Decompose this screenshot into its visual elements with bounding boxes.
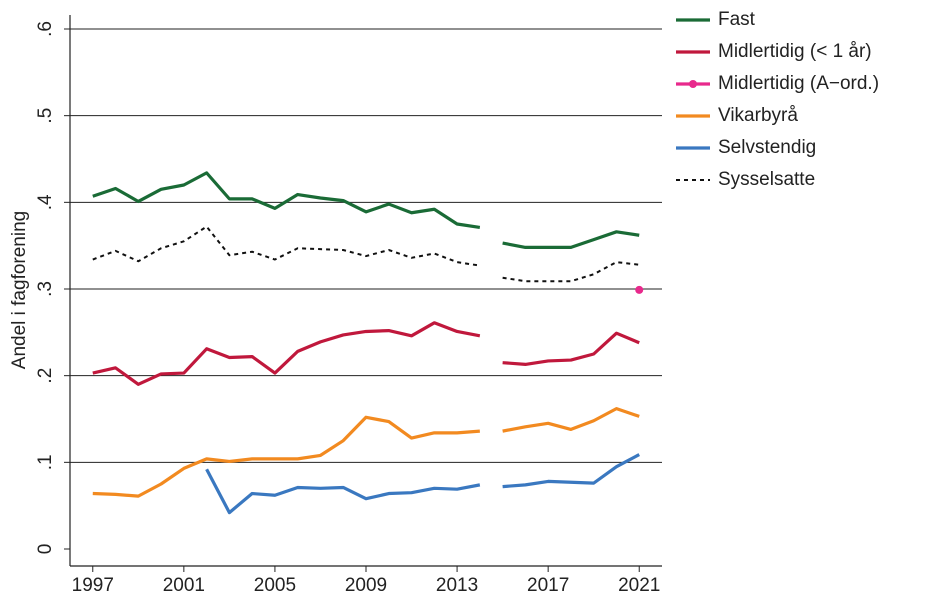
- point: [635, 285, 644, 294]
- x-tick-label: 2005: [254, 575, 296, 596]
- y-tick-label: 0: [35, 544, 56, 555]
- x-tick-label: 2017: [527, 575, 569, 596]
- x-tick-label: 2009: [345, 575, 387, 596]
- legend-label: Sysselsatte: [718, 169, 815, 190]
- y-tick-label: .5: [35, 108, 56, 124]
- series-line: [205, 453, 640, 515]
- x-tick-label: 2001: [163, 575, 205, 596]
- x-tick-label: 1997: [72, 575, 114, 596]
- series-line: [92, 225, 640, 283]
- legend-label: Midlertidig (A−ord.): [718, 73, 879, 94]
- legend-label: Vikarbyrå: [718, 105, 798, 126]
- x-tick-label: 2021: [618, 575, 660, 596]
- series-line: [92, 321, 640, 386]
- x-tick-label: 2013: [436, 575, 478, 596]
- legend-marker: [689, 80, 697, 88]
- y-tick-label: .6: [35, 21, 56, 37]
- legend-label: Selvstendig: [718, 137, 816, 158]
- y-tick-label: .1: [35, 454, 56, 470]
- series-line: [92, 407, 640, 498]
- legend-label: Midlertidig (< 1 år): [718, 41, 872, 62]
- series-line: [92, 171, 640, 249]
- legend-label: Fast: [718, 9, 756, 30]
- y-axis-label: Andel i fagforening: [9, 211, 30, 369]
- y-tick-label: .4: [35, 194, 56, 210]
- y-tick-label: .2: [35, 368, 56, 384]
- y-tick-label: .3: [35, 281, 56, 297]
